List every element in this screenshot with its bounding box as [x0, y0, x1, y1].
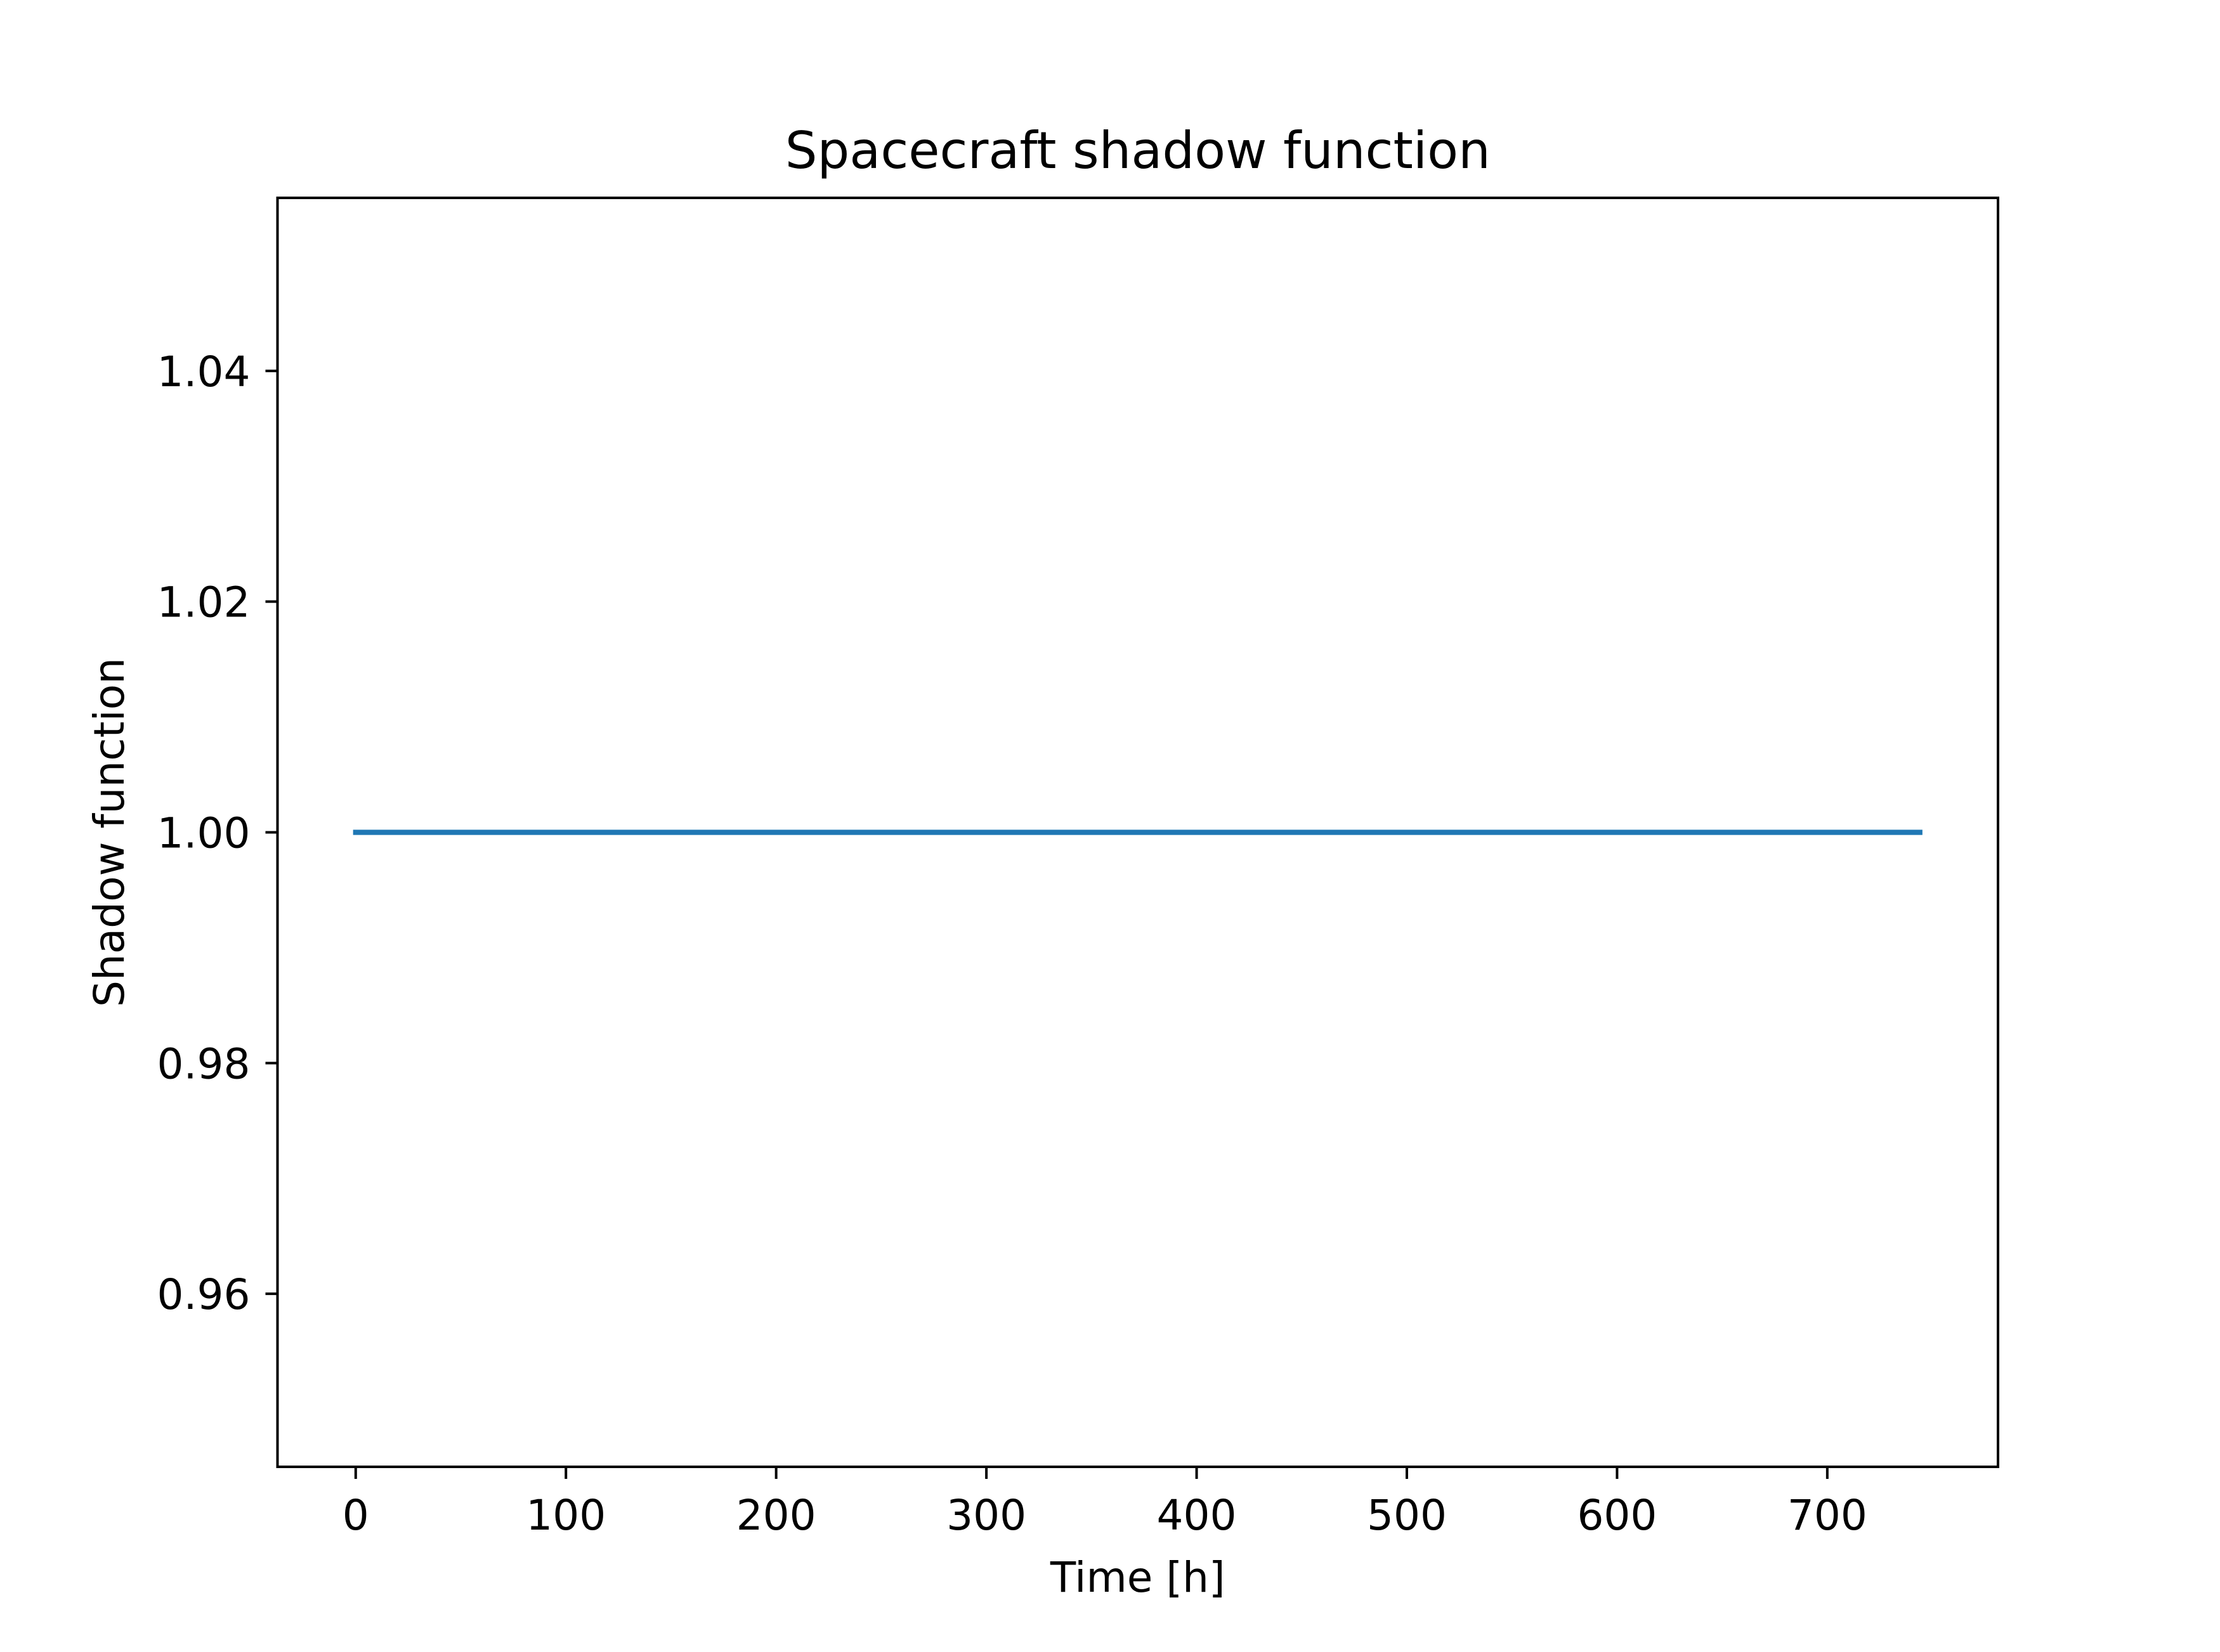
x-tick-label: 500 — [1367, 1491, 1447, 1540]
y-axis-label: Shadow function — [85, 658, 134, 1007]
plot-area: 0 100 200 300 400 500 600 700 0.96 0.98 1.00 1.02 1… — [157, 197, 1999, 1540]
x-tick-label: 0 — [343, 1491, 369, 1540]
y-tick-label: 0.96 — [157, 1270, 251, 1319]
x-axis-ticks: 0 100 200 300 400 500 600 700 — [343, 1467, 1867, 1540]
x-tick-label: 600 — [1577, 1491, 1657, 1540]
x-tick-label: 300 — [946, 1491, 1026, 1540]
chart-title: Spacecraft shadow function — [785, 121, 1491, 180]
x-tick-label: 700 — [1787, 1491, 1867, 1540]
y-axis-ticks: 0.96 0.98 1.00 1.02 1.04 — [157, 348, 278, 1319]
x-axis-label: Time [h] — [1050, 1553, 1225, 1602]
x-tick-label: 100 — [526, 1491, 606, 1540]
y-tick-label: 1.02 — [157, 578, 251, 627]
x-tick-label: 400 — [1157, 1491, 1237, 1540]
x-tick-label: 200 — [736, 1491, 816, 1540]
y-tick-label: 0.98 — [157, 1039, 251, 1088]
y-tick-label: 1.04 — [157, 348, 251, 396]
y-tick-label: 1.00 — [157, 809, 251, 858]
